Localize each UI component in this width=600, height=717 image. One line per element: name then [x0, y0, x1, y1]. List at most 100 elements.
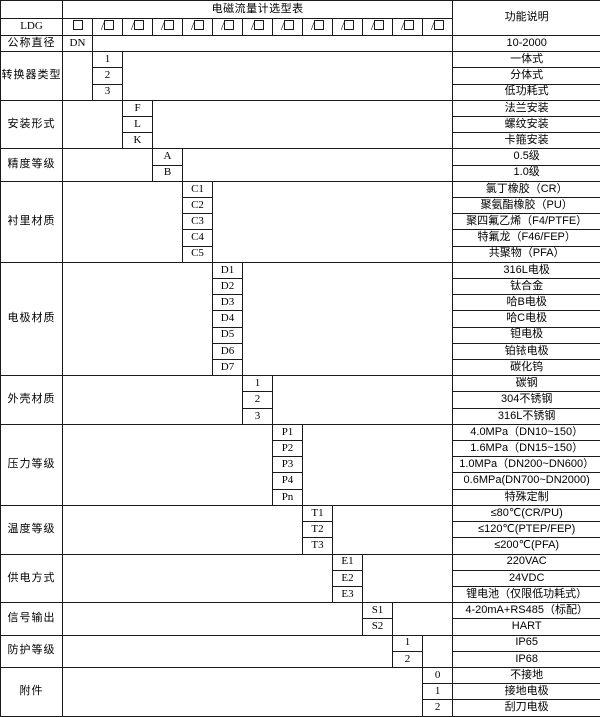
- model-box-3[interactable]: /: [153, 19, 183, 36]
- checkbox-square[interactable]: [284, 20, 294, 30]
- code-cell[interactable]: S1: [363, 603, 393, 619]
- code-cell[interactable]: 2: [243, 392, 273, 408]
- dn-prefix-label: DN: [63, 36, 93, 52]
- code-cell[interactable]: C2: [183, 198, 213, 214]
- checkbox-square[interactable]: [164, 20, 174, 30]
- section-label-1: 公称直径: [1, 36, 63, 52]
- description-cell: 316L不锈钢: [453, 408, 600, 424]
- model-box-12[interactable]: /: [423, 19, 453, 36]
- description-cell: 共聚物（PFA）: [453, 246, 600, 262]
- code-cell[interactable]: 2: [393, 651, 423, 667]
- section-label-3: 安装形式: [1, 100, 63, 149]
- description-cell: 碳化钨: [453, 360, 600, 376]
- right-spacer: [423, 635, 453, 667]
- description-cell: 4.0MPa（DN10~150）: [453, 424, 600, 440]
- code-cell[interactable]: D2: [213, 279, 243, 295]
- checkbox-square[interactable]: [434, 20, 444, 30]
- right-spacer: [123, 52, 453, 101]
- code-cell[interactable]: D3: [213, 295, 243, 311]
- table-title: 电磁流量计选型表: [63, 1, 453, 19]
- code-cell[interactable]: L: [123, 117, 153, 133]
- section-label-7: 外壳材质: [1, 376, 63, 425]
- code-cell[interactable]: 1: [393, 635, 423, 651]
- description-cell: 特殊定制: [453, 489, 600, 505]
- checkbox-square[interactable]: [134, 20, 144, 30]
- code-cell[interactable]: D5: [213, 327, 243, 343]
- code-cell[interactable]: P4: [273, 473, 303, 489]
- model-first-box[interactable]: [63, 19, 93, 36]
- section-label-8: 压力等级: [1, 424, 63, 505]
- code-cell[interactable]: D1: [213, 262, 243, 278]
- model-box-10[interactable]: /: [363, 19, 393, 36]
- left-spacer: [63, 424, 273, 505]
- code-cell[interactable]: P2: [273, 441, 303, 457]
- code-cell[interactable]: A: [153, 149, 183, 165]
- checkbox-square[interactable]: [314, 20, 324, 30]
- code-cell[interactable]: C5: [183, 246, 213, 262]
- model-box-7[interactable]: /: [273, 19, 303, 36]
- description-cell: 220VAC: [453, 554, 600, 570]
- code-cell[interactable]: 3: [93, 84, 123, 100]
- title-left-spacer: [1, 1, 63, 19]
- model-box-11[interactable]: /: [393, 19, 423, 36]
- description-cell: 卡箍安装: [453, 133, 600, 149]
- code-cell[interactable]: E1: [333, 554, 363, 570]
- description-cell: 碳钢: [453, 376, 600, 392]
- section-label-10: 供电方式: [1, 554, 63, 603]
- code-cell[interactable]: T1: [303, 505, 333, 521]
- checkbox-square[interactable]: [224, 20, 234, 30]
- code-cell[interactable]: F: [123, 100, 153, 116]
- code-cell[interactable]: P1: [273, 424, 303, 440]
- description-cell: ≤200℃(PFA): [453, 538, 600, 554]
- description-cell: 4-20mA+RS485（标配）: [453, 603, 600, 619]
- code-cell[interactable]: 3: [243, 408, 273, 424]
- right-spacer: [153, 100, 453, 149]
- left-spacer: [63, 100, 123, 149]
- code-cell[interactable]: D6: [213, 343, 243, 359]
- model-box-8[interactable]: /: [303, 19, 333, 36]
- code-cell[interactable]: 1: [243, 376, 273, 392]
- checkbox-square[interactable]: [374, 20, 384, 30]
- description-cell: 哈B电极: [453, 295, 600, 311]
- model-box-1[interactable]: /: [93, 19, 123, 36]
- model-box-4[interactable]: /: [183, 19, 213, 36]
- code-cell[interactable]: S2: [363, 619, 393, 635]
- code-cell[interactable]: D7: [213, 360, 243, 376]
- code-cell[interactable]: Pn: [273, 489, 303, 505]
- code-cell[interactable]: 2: [93, 68, 123, 84]
- right-spacer: [363, 554, 453, 603]
- checkbox-square[interactable]: [254, 20, 264, 30]
- code-cell[interactable]: E2: [333, 570, 363, 586]
- model-prefix-label: LDG: [1, 19, 63, 36]
- code-cell[interactable]: P3: [273, 457, 303, 473]
- code-cell[interactable]: E3: [333, 586, 363, 602]
- code-cell[interactable]: T3: [303, 538, 333, 554]
- code-cell[interactable]: T2: [303, 522, 333, 538]
- title-row: 电磁流量计选型表功能说明: [1, 1, 600, 19]
- checkbox-square[interactable]: [104, 20, 114, 30]
- model-box-9[interactable]: /: [333, 19, 363, 36]
- model-box-5[interactable]: /: [213, 19, 243, 36]
- checkbox-square[interactable]: [194, 20, 204, 30]
- checkbox-square[interactable]: [404, 20, 414, 30]
- description-cell: HART: [453, 619, 600, 635]
- code-cell[interactable]: 2: [423, 700, 453, 716]
- model-box-6[interactable]: /: [243, 19, 273, 36]
- model-box-2[interactable]: /: [123, 19, 153, 36]
- code-cell[interactable]: C4: [183, 230, 213, 246]
- checkbox-square[interactable]: [73, 20, 83, 30]
- code-cell[interactable]: D4: [213, 311, 243, 327]
- code-cell[interactable]: B: [153, 165, 183, 181]
- description-cell: 0.5级: [453, 149, 600, 165]
- code-cell[interactable]: K: [123, 133, 153, 149]
- description-cell: 特氟龙（F46/FEP）: [453, 230, 600, 246]
- code-cell[interactable]: 1: [93, 52, 123, 68]
- checkbox-square[interactable]: [344, 20, 354, 30]
- code-cell[interactable]: C1: [183, 181, 213, 197]
- description-cell: 1.6MPa（DN15~150）: [453, 441, 600, 457]
- code-cell[interactable]: C3: [183, 214, 213, 230]
- code-cell[interactable]: 1: [423, 684, 453, 700]
- code-cell[interactable]: 0: [423, 667, 453, 683]
